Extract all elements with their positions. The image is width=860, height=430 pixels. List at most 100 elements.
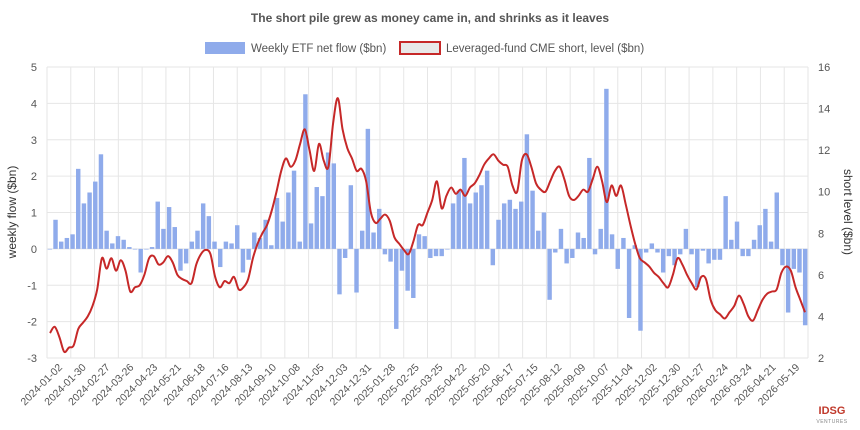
flow-bar: [570, 248, 575, 258]
flow-bar: [359, 230, 365, 249]
left-tick-label: -2: [27, 317, 37, 329]
flow-bar: [587, 157, 592, 249]
flow-bar: [399, 248, 405, 271]
flow-bar: [723, 196, 728, 249]
flow-bar: [325, 152, 331, 249]
flow-bar: [592, 248, 598, 255]
flow-bar: [530, 190, 535, 249]
flow-bar: [93, 181, 98, 249]
flow-bar: [53, 219, 58, 249]
flow-bar: [138, 248, 143, 273]
left-tick-label: 2: [31, 171, 37, 183]
flow-bar: [689, 248, 694, 255]
left-tick-label: 4: [31, 98, 37, 110]
flow-bar: [64, 237, 70, 249]
flow-bar: [734, 221, 740, 249]
short-line: [49, 97, 806, 354]
watermark-brand: IDSG: [819, 405, 846, 417]
flow-bar: [581, 237, 586, 249]
flow-bar: [200, 203, 206, 249]
watermark-sub: VENTURES: [816, 419, 847, 425]
x-axis: 2024-01-022024-01-302024-02-272024-03-26…: [19, 362, 803, 409]
left-tick-label: 5: [31, 62, 37, 74]
flow-bar: [706, 248, 711, 264]
legend-label-short: Leveraged-fund CME short, level ($bn): [446, 43, 644, 55]
flow-bar: [746, 248, 751, 257]
grid: [46, 66, 809, 359]
flow-bar: [712, 248, 717, 260]
flow-bar: [263, 219, 268, 249]
left-axis: -3 -2 -1 0 1 2 3 4 5: [27, 62, 37, 365]
legend-swatch-flow: [205, 42, 245, 54]
flow-bar: [155, 201, 160, 249]
flow-bar: [172, 227, 177, 249]
flow-bars: [47, 88, 808, 331]
flow-bar: [229, 243, 234, 249]
right-tick-label: 16: [818, 62, 830, 74]
flow-bar: [269, 245, 274, 249]
flow-bar: [632, 245, 638, 249]
left-tick-label: 1: [31, 208, 37, 220]
flow-bar: [257, 237, 263, 249]
flow-bar: [609, 234, 615, 249]
flow-bar: [751, 239, 757, 249]
flow-bar: [450, 203, 456, 249]
right-tick-label: 14: [818, 104, 830, 116]
flow-bar: [428, 248, 433, 258]
flow-bar: [553, 248, 558, 253]
flow-bar: [791, 248, 797, 269]
flow-bar: [547, 248, 552, 300]
flow-bar: [104, 230, 109, 249]
flow-bar: [183, 248, 189, 264]
left-axis-title: weekly flow ($bn): [5, 166, 19, 260]
flow-bar: [178, 248, 183, 271]
flow-bar: [195, 230, 200, 249]
flow-bar: [496, 219, 501, 249]
flow-bar: [212, 241, 217, 249]
flow-bar: [439, 248, 444, 257]
flow-bar: [98, 154, 104, 249]
flow-bar: [280, 221, 285, 249]
flow-bar: [564, 248, 569, 264]
flow-bar: [166, 207, 172, 249]
watermark-logo: IDSG VENTURES: [816, 405, 847, 425]
right-axis: 2 4 6 8 10 12 14 16: [818, 62, 830, 365]
flow-bar: [501, 203, 507, 249]
flow-bar: [518, 201, 524, 249]
flow-bar: [490, 248, 496, 266]
flow-bar: [121, 239, 126, 249]
flow-bar: [717, 248, 723, 260]
flow-bar: [132, 248, 138, 250]
flow-bar: [774, 192, 779, 249]
right-tick-label: 2: [818, 353, 824, 365]
flow-bar: [189, 241, 195, 249]
flow-bar: [377, 208, 382, 249]
flow-bar: [445, 248, 450, 250]
flow-bar: [558, 228, 564, 249]
flow-bar: [274, 197, 280, 249]
flow-bar: [161, 228, 166, 249]
flow-bar: [382, 248, 388, 255]
flow-bar: [763, 208, 768, 249]
flow-bar: [411, 248, 416, 298]
flow-bar: [223, 241, 229, 249]
flow-bar: [473, 192, 478, 249]
flow-bar: [541, 212, 547, 249]
flow-bar: [598, 228, 603, 249]
flow-bar: [337, 248, 342, 295]
flow-bar: [757, 225, 762, 249]
flow-bar: [638, 248, 643, 331]
short-level-line: [49, 97, 806, 354]
flow-bar: [246, 248, 251, 260]
left-tick-label: 0: [31, 244, 37, 256]
flow-bar: [388, 248, 393, 262]
flow-bar: [660, 248, 666, 273]
right-tick-label: 6: [818, 270, 824, 282]
flow-bar: [524, 134, 530, 249]
flow-bar: [672, 248, 677, 266]
legend: Weekly ETF net flow ($bn) Leveraged-fund…: [205, 41, 644, 55]
flow-bar: [144, 248, 149, 250]
flow-bar: [456, 190, 461, 249]
legend-swatch-short: [399, 41, 441, 55]
